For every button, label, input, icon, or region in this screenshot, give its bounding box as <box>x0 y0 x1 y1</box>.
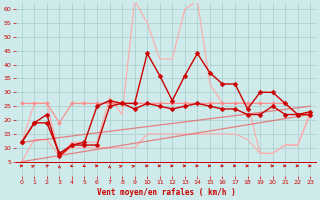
X-axis label: Vent moyen/en rafales ( km/h ): Vent moyen/en rafales ( km/h ) <box>97 188 236 197</box>
